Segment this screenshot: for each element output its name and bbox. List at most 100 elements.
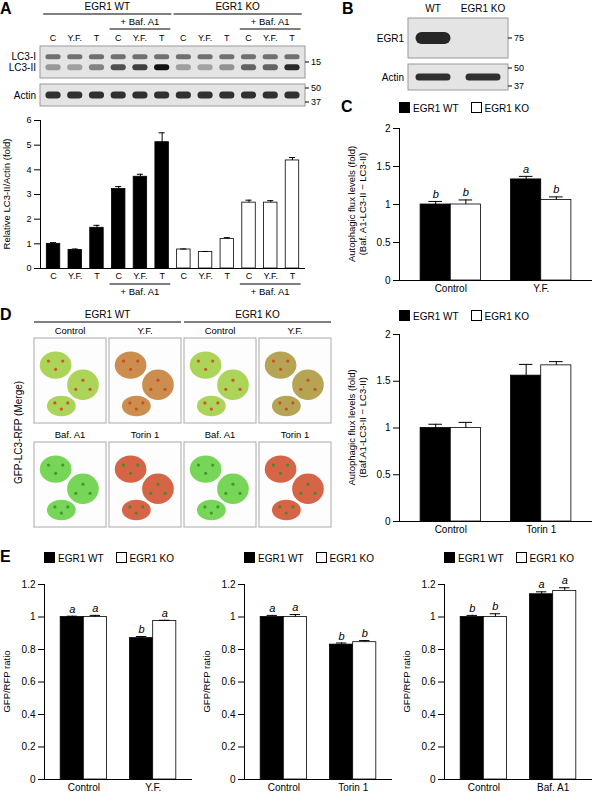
svg-text:T: T <box>159 271 165 281</box>
svg-text:1: 1 <box>30 611 36 622</box>
svg-text:0: 0 <box>230 774 236 785</box>
svg-text:WT: WT <box>425 3 441 14</box>
svg-text:EGR1 KO: EGR1 KO <box>461 3 506 14</box>
svg-text:50: 50 <box>311 83 321 93</box>
svg-text:0.4: 0.4 <box>22 709 36 720</box>
svg-text:(Baf.A1-LC3-II − LC3-II): (Baf.A1-LC3-II − LC3-II) <box>357 377 368 478</box>
svg-text:T: T <box>289 33 295 43</box>
svg-text:b: b <box>362 627 368 639</box>
svg-text:C: C <box>115 33 122 43</box>
svg-text:0.6: 0.6 <box>22 676 36 687</box>
svg-text:0: 0 <box>26 263 31 273</box>
svg-text:C: C <box>245 33 252 43</box>
svg-text:0: 0 <box>430 774 436 785</box>
svg-text:T: T <box>94 271 100 281</box>
svg-text:GFP/RFP ratio: GFP/RFP ratio <box>1 650 12 712</box>
svg-text:a: a <box>539 578 545 590</box>
svg-text:T: T <box>225 271 231 281</box>
svg-text:Actin: Actin <box>14 90 36 101</box>
svg-text:Torin 1: Torin 1 <box>281 429 310 440</box>
svg-text:0.6: 0.6 <box>422 676 436 687</box>
svg-text:0.4: 0.4 <box>422 709 436 720</box>
svg-text:6: 6 <box>26 115 31 125</box>
svg-text:1: 1 <box>230 611 236 622</box>
svg-text:2: 2 <box>385 123 391 134</box>
svg-text:0: 0 <box>30 774 36 785</box>
svg-text:1: 1 <box>385 199 391 210</box>
svg-text:C: C <box>246 271 253 281</box>
svg-text:Actin: Actin <box>382 72 404 83</box>
svg-text:2: 2 <box>385 329 391 340</box>
svg-text:Autophagic flux levels (fold): Autophagic flux levels (fold) <box>346 369 357 485</box>
svg-text:a: a <box>69 603 75 615</box>
svg-text:+ Baf. A1: + Baf. A1 <box>251 286 290 297</box>
svg-text:EGR1 KO: EGR1 KO <box>235 309 280 320</box>
svg-text:T: T <box>224 33 230 43</box>
svg-text:Control: Control <box>435 524 467 535</box>
svg-text:1: 1 <box>430 611 436 622</box>
svg-text:T: T <box>290 271 296 281</box>
svg-text:a: a <box>162 607 168 619</box>
svg-text:37: 37 <box>514 81 524 91</box>
svg-text:T: T <box>159 33 165 43</box>
svg-text:75: 75 <box>514 33 524 43</box>
svg-text:0.5: 0.5 <box>377 237 391 248</box>
svg-text:0.6: 0.6 <box>222 676 236 687</box>
svg-text:15: 15 <box>311 57 321 67</box>
svg-text:1.2: 1.2 <box>422 579 436 590</box>
svg-text:Y.F.: Y.F. <box>68 33 82 43</box>
svg-text:EGR1 WT: EGR1 WT <box>85 309 131 320</box>
svg-text:1.5: 1.5 <box>377 161 391 172</box>
svg-text:50: 50 <box>514 63 524 73</box>
svg-text:b: b <box>469 602 475 614</box>
svg-text:1: 1 <box>26 239 31 249</box>
svg-text:C: C <box>115 271 122 281</box>
svg-text:0.4: 0.4 <box>222 709 236 720</box>
svg-text:1.2: 1.2 <box>22 579 36 590</box>
svg-text:a: a <box>292 601 298 613</box>
svg-text:0: 0 <box>385 275 391 286</box>
svg-text:Y.F.: Y.F. <box>198 33 212 43</box>
svg-text:4: 4 <box>26 165 31 175</box>
svg-text:Baf. A1: Baf. A1 <box>205 429 236 440</box>
svg-text:LC3-II: LC3-II <box>9 62 36 73</box>
svg-text:0.8: 0.8 <box>422 644 436 655</box>
svg-text:T: T <box>94 33 100 43</box>
svg-text:+ Baf. A1: + Baf. A1 <box>251 16 290 27</box>
svg-text:Relative LC3-II/Actin (fold): Relative LC3-II/Actin (fold) <box>1 139 12 250</box>
svg-text:1: 1 <box>385 422 391 433</box>
svg-text:Y.F.: Y.F. <box>68 271 82 281</box>
svg-text:0: 0 <box>385 516 391 527</box>
svg-text:+ Baf. A1: + Baf. A1 <box>121 16 160 27</box>
svg-text:(Baf. A1-LC3-II − LC3-II): (Baf. A1-LC3-II − LC3-II) <box>357 153 368 256</box>
svg-text:1.2: 1.2 <box>222 579 236 590</box>
svg-text:Y.F.: Y.F. <box>287 325 302 336</box>
svg-text:GFP/RFP ratio: GFP/RFP ratio <box>201 650 212 712</box>
svg-text:Torin 1: Torin 1 <box>131 429 160 440</box>
svg-text:Torin 1: Torin 1 <box>338 782 368 793</box>
svg-text:Baf. A1: Baf. A1 <box>537 782 570 793</box>
svg-text:GFP-LC3-RFP (Merge): GFP-LC3-RFP (Merge) <box>13 381 24 484</box>
svg-text:Y.F.: Y.F. <box>198 271 212 281</box>
svg-text:b: b <box>553 183 559 195</box>
svg-text:C: C <box>50 33 57 43</box>
svg-text:Autophagic flux levels (fold): Autophagic flux levels (fold) <box>346 146 357 262</box>
svg-text:Control: Control <box>55 325 86 336</box>
svg-text:Control: Control <box>468 782 500 793</box>
svg-text:37: 37 <box>311 97 321 107</box>
svg-text:a: a <box>523 163 529 175</box>
svg-text:EGR1 WT: EGR1 WT <box>85 1 131 12</box>
svg-text:C: C <box>180 33 187 43</box>
svg-text:b: b <box>463 186 469 198</box>
svg-text:2: 2 <box>26 214 31 224</box>
svg-text:b: b <box>139 623 145 635</box>
svg-text:Control: Control <box>205 325 236 336</box>
svg-text:a: a <box>92 602 98 614</box>
svg-text:EGR1 KO: EGR1 KO <box>215 1 260 12</box>
svg-text:b: b <box>492 600 498 612</box>
svg-text:Y.F.: Y.F. <box>264 271 278 281</box>
svg-text:0.8: 0.8 <box>22 644 36 655</box>
svg-text:5: 5 <box>26 140 31 150</box>
svg-text:0.8: 0.8 <box>222 644 236 655</box>
svg-text:EGR1: EGR1 <box>377 33 405 44</box>
